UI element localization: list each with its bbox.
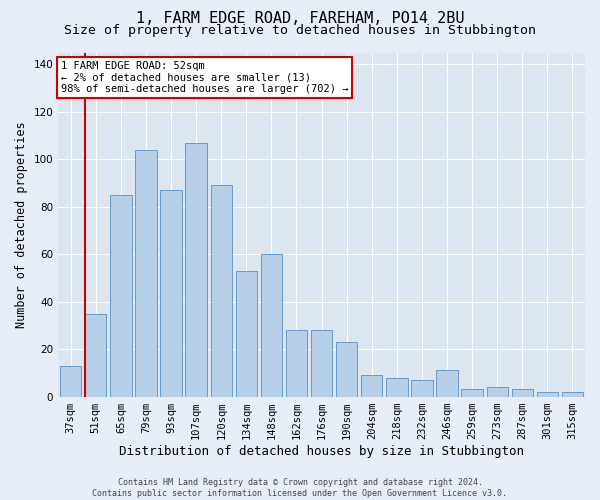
Bar bbox=[160, 190, 182, 396]
Bar bbox=[537, 392, 558, 396]
Bar bbox=[386, 378, 407, 396]
Bar bbox=[361, 375, 382, 396]
Bar bbox=[261, 254, 282, 396]
Text: Size of property relative to detached houses in Stubbington: Size of property relative to detached ho… bbox=[64, 24, 536, 37]
Bar bbox=[487, 387, 508, 396]
Bar bbox=[336, 342, 358, 396]
Bar bbox=[562, 392, 583, 396]
Bar bbox=[461, 390, 483, 396]
Text: Contains HM Land Registry data © Crown copyright and database right 2024.
Contai: Contains HM Land Registry data © Crown c… bbox=[92, 478, 508, 498]
Y-axis label: Number of detached properties: Number of detached properties bbox=[15, 121, 28, 328]
Bar bbox=[110, 195, 131, 396]
Bar bbox=[311, 330, 332, 396]
Bar bbox=[512, 390, 533, 396]
Bar bbox=[411, 380, 433, 396]
X-axis label: Distribution of detached houses by size in Stubbington: Distribution of detached houses by size … bbox=[119, 444, 524, 458]
Bar bbox=[436, 370, 458, 396]
Bar bbox=[236, 271, 257, 396]
Text: 1, FARM EDGE ROAD, FAREHAM, PO14 2BU: 1, FARM EDGE ROAD, FAREHAM, PO14 2BU bbox=[136, 11, 464, 26]
Bar bbox=[85, 314, 106, 396]
Bar bbox=[60, 366, 82, 396]
Bar bbox=[286, 330, 307, 396]
Bar bbox=[136, 150, 157, 396]
Bar bbox=[211, 186, 232, 396]
Bar bbox=[185, 142, 207, 396]
Text: 1 FARM EDGE ROAD: 52sqm
← 2% of detached houses are smaller (13)
98% of semi-det: 1 FARM EDGE ROAD: 52sqm ← 2% of detached… bbox=[61, 61, 349, 94]
